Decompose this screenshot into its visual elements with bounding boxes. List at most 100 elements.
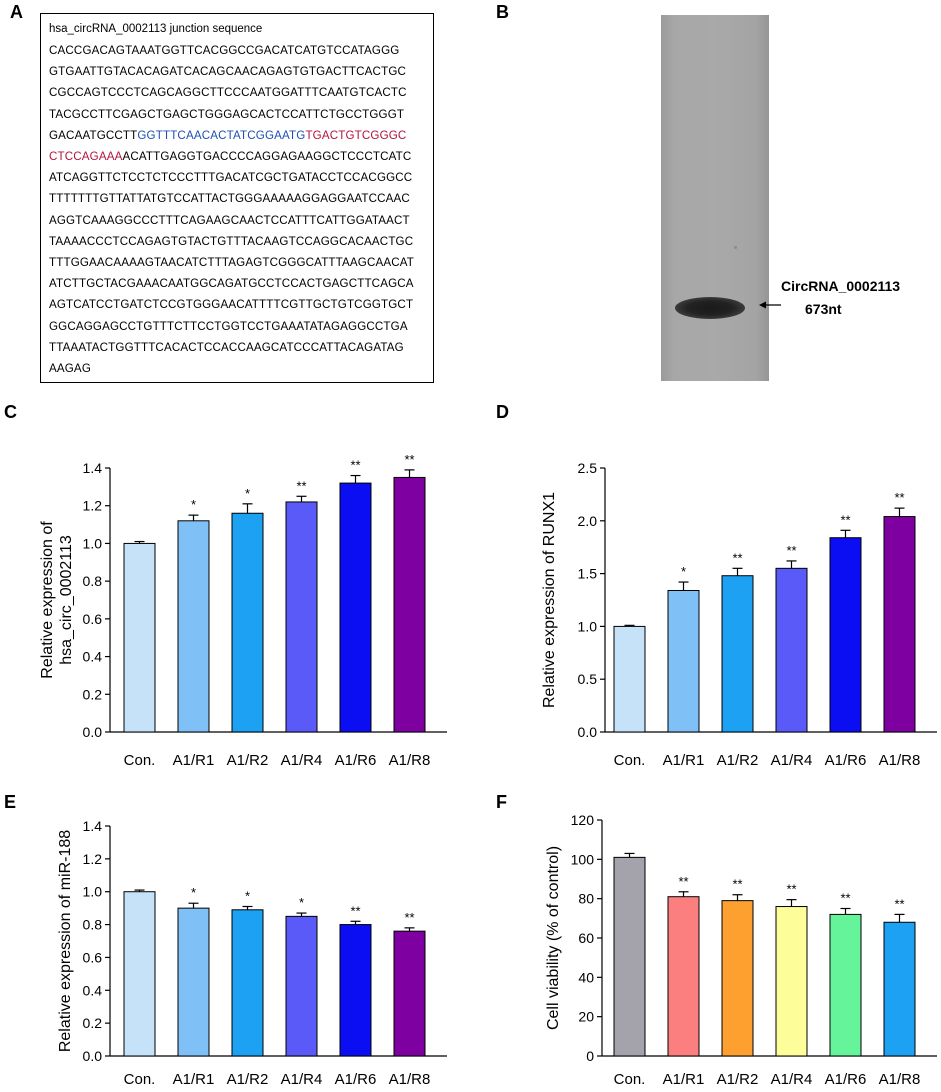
sequence-line: GACAATGCCTTGGTTTCAACACTATCGGAATGTGACTGTC… [49,125,433,146]
panel-letter-d: D [496,402,509,422]
gel-speck [734,246,737,249]
bar [883,921,916,1057]
sequence-segment-blue: GGTTTCAACACTATCGGAATG [137,128,306,142]
bar [613,856,646,1057]
panel-letter-a: A [10,2,23,22]
significance-marker: ** [840,891,850,906]
x-category-label: A1/R1 [173,1071,215,1088]
bar [123,891,156,1057]
x-category-label: A1/R6 [335,752,377,769]
x-category-label: A1/R6 [335,1071,377,1088]
significance-marker: * [245,889,250,904]
panel-letter-f: F [496,792,507,812]
y-tick-label: 1.4 [83,460,103,476]
bar [285,915,318,1057]
y-tick-label: 2.5 [578,460,598,476]
y-tick-label: 0.6 [83,949,103,965]
x-category-label: Con. [614,1071,646,1088]
chart-c-circ-expression: 0.0 0.2 0.4 0.6 0.8 1.0 1.2 1.4 Relative express… [39,452,447,769]
significance-marker: ** [296,478,306,493]
y-tick-label: 2.0 [578,513,598,529]
significance-marker: * [245,486,250,501]
y-axis-title: Relative expression of [39,521,56,679]
y-axis-title: Cell viability (% of control) [545,846,562,1030]
bar [775,567,808,733]
chart-d-runx1-expression: 0.0 0.5 1.0 1.5 2.0 2.5 Relative expression of… [541,460,937,769]
sequence-segment: GGCAGGAGCCTGTTTCTTCCTGGTCCTGAAATATAGAGGC… [49,319,408,333]
x-category-label: A1/R4 [281,752,323,769]
significance-marker: ** [350,903,360,918]
y-tick-label: 0.4 [83,649,103,665]
x-category-label: A1/R4 [281,1071,323,1088]
y-tick-label: 1.0 [83,884,103,900]
sequence-segment: CACCGACAGTAAATGGTTCACGGCCGACATCATGTCCATA… [49,44,400,57]
significance-marker: * [681,564,686,579]
sequence-segment: TTTTTTTGTTATTATGTCCATTACTGGGAAAAAGGAGGAA… [49,192,410,206]
gel-band-size: 673nt [805,301,842,317]
sequence-line: CGCCAGTCCCTCAGCAGGCTTCCCAATGGATTTCAATGTC… [49,82,433,103]
y-tick-label: 0.2 [83,686,103,702]
x-category-label: Con. [614,752,646,769]
sequence-segment: CGCCAGTCCCTCAGCAGGCTTCCCAATGGATTTCAATGTC… [49,86,407,100]
significance-marker: * [191,497,196,512]
y-tick-label: 0.0 [578,724,598,740]
bar [177,907,210,1057]
sequence-segment: AGTCATCCTGATCTCCGTGGGAACATTTTCGTTGCTGTCG… [49,298,414,312]
bar [829,913,862,1057]
y-axis-title: Relative expression of RUNX1 [541,492,558,708]
sequence-segment: AAGAG [49,362,91,376]
bar [667,589,700,733]
x-category-label: A1/R2 [227,752,269,769]
sequence-line: GTGAATTGTACACAGATCACAGCAACAGAGTGTGACTTCA… [49,61,433,82]
sequence-line: CACCGACAGTAAATGGTTCACGGCCGACATCATGTCCATA… [49,40,433,61]
y-tick-label: 1.5 [578,566,598,582]
chart-e-mir188-expression: 0.0 0.2 0.4 0.6 0.8 1.0 1.2 1.4 Relative express… [57,818,447,1088]
x-category-label: A1/R1 [173,752,215,769]
sequence-line: AGGTCAAAGGCCCTTTCAGAAGCAACTCCATTTCATTGGA… [49,210,433,231]
y-tick-label: 0.4 [83,982,103,998]
significance-marker: ** [894,896,904,911]
bar [231,512,264,733]
gel-band [675,297,745,319]
x-category-label: A1/R1 [663,752,705,769]
sequence-segment: ACATTGAGGTGACCCCAGGAGAAGGCTCCCTCATC [122,150,412,164]
panel-letter-c: C [4,402,17,422]
significance-marker: ** [404,452,414,467]
y-tick-label: 1.0 [578,618,598,634]
bar [883,516,916,733]
y-tick-label: 0.5 [578,671,598,687]
y-tick-label: 0.8 [83,573,103,589]
sequence-line: TACGCCTTCGAGCTGAGCTGGGAGCACTCCATTCTGCCTG… [49,104,433,125]
sequence-segment: AGGTCAAAGGCCCTTTCAGAAGCAACTCCATTTCATTGGA… [49,213,410,227]
bar [721,900,754,1057]
significance-marker: ** [894,490,904,505]
sequence-segment: ATCAGGTTCTCCTCTCCCTTTGACATCGCTGATACCTCCA… [49,171,413,185]
sequence-line: GGCAGGAGCCTGTTTCTTCCTGGTCCTGAAATATAGAGGC… [49,316,433,337]
significance-marker: ** [350,458,360,473]
sequence-segment: ATCTTGCTACGAAACAATGGCAGATGCCTCCACTGAGCTT… [49,277,414,291]
x-category-label: A1/R8 [879,1071,921,1088]
y-tick-label: 100 [571,851,595,867]
y-tick-label: 1.2 [83,851,103,867]
y-tick-label: 0.0 [83,1048,103,1064]
sequence-segment: TTTGGAACAAAAGTAACATCTTTAGAGTCGGGCATTTAAG… [49,256,415,270]
bar [775,906,808,1057]
y-tick-label: 40 [578,969,594,985]
bar [829,537,862,733]
gel-band-label: CircRNA_0002113 [781,278,901,294]
gel-image [661,15,769,381]
x-category-label: A1/R2 [227,1071,269,1088]
sequence-line: TAAAACCCTCCAGAGTGTACTGTTTACAAGTCCAGGCACA… [49,231,433,252]
bar [231,909,264,1057]
sequence-segment-red: TGACTGTCGGGC [305,128,407,142]
sequence-line: ATCAGGTTCTCCTCTCCCTTTGACATCGCTGATACCTCCA… [49,167,433,188]
y-axis-title: hsa_circ_0002113 [58,535,75,665]
bar [393,930,426,1057]
y-tick-label: 1.2 [83,498,103,514]
bar [339,482,372,733]
panel-letter-b: B [496,2,509,22]
sequence-segment: GACAATGCCTT [49,128,138,142]
x-category-label: A1/R1 [663,1071,705,1088]
significance-marker: ** [840,512,850,527]
y-tick-label: 0.6 [83,611,103,627]
